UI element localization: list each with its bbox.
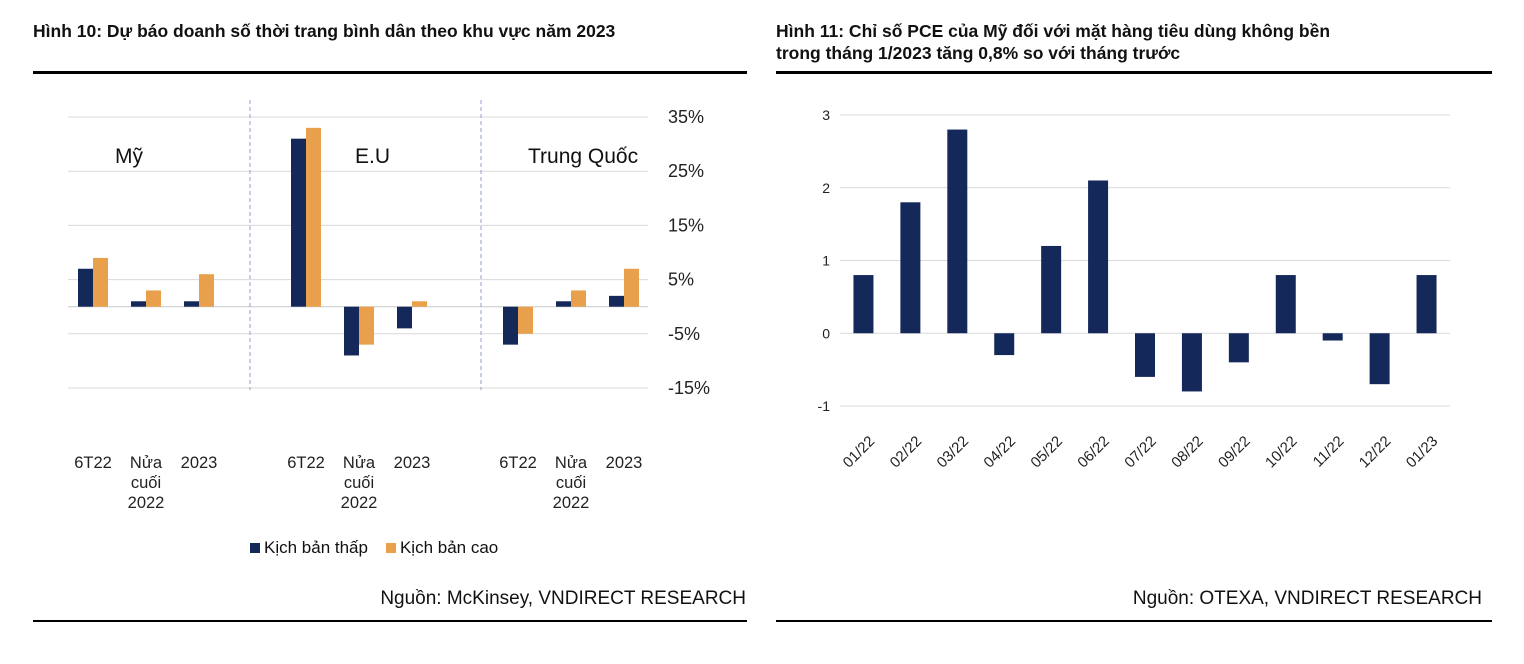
figure-10-title: Hình 10: Dự báo doanh số thời trang bình… [33, 21, 616, 41]
x-tick-label: 09/22 [1215, 433, 1254, 472]
bar-low-eu-0 [291, 138, 306, 307]
bar-high-trungquc-1 [571, 290, 586, 307]
figure-11-top-rule [776, 71, 1492, 74]
bar-high-trungquc-2 [624, 268, 639, 307]
figure-10-chart: 35% 25% 15% 5% -5% -15% Mỹ 6T22 Nửa cuối 2022 2023 E… [68, 100, 710, 512]
x-category-label: Nửa [343, 454, 376, 472]
x-tick-label: 10/22 [1262, 433, 1301, 472]
x-tick-label: 12/22 [1356, 433, 1395, 472]
bar-1 [900, 202, 921, 334]
legend-swatch-low [250, 543, 260, 553]
y-tick-label: -1 [818, 398, 831, 414]
x-category-label: 6T22 [74, 454, 112, 472]
x-tick-label: 08/22 [1168, 433, 1207, 472]
bar-3 [994, 333, 1015, 356]
y-tick-label: -5% [668, 324, 700, 344]
x-tick-label: 11/22 [1310, 433, 1348, 471]
bar-high-m-1 [146, 290, 161, 307]
bar-2 [947, 129, 968, 334]
x-category-label: 2022 [128, 494, 165, 512]
figure-10-source: Nguồn: McKinsey, VNDIRECT RESEARCH [380, 588, 746, 609]
bar-high-m-0 [93, 257, 108, 307]
y-tick-label: 25% [668, 161, 704, 181]
bar-high-trungquc-0 [518, 306, 533, 334]
x-tick-label: 04/22 [980, 433, 1019, 472]
y-tick-label: 1 [822, 253, 830, 269]
legend-swatch-high [385, 543, 396, 553]
legend-item-high: Kịch bản cao [385, 538, 499, 558]
y-tick-label: 5% [668, 270, 694, 290]
bar-12 [1416, 275, 1437, 334]
bar-9 [1275, 275, 1296, 334]
bar-low-m-0 [78, 268, 93, 307]
x-tick-label: 02/22 [887, 433, 926, 472]
y-tick-label: 0 [822, 325, 830, 341]
x-category-label: Nửa [555, 454, 588, 472]
figure-11-panel: Hình 11: Chỉ số PCE của Mỹ đối với mặt h… [760, 0, 1524, 664]
bar-5 [1088, 180, 1109, 334]
region-label: E.U [355, 145, 390, 168]
region-label: Trung Quốc [528, 145, 638, 168]
bar-low-eu-2 [397, 306, 412, 329]
figure-11-source: Nguồn: OTEXA, VNDIRECT RESEARCH [1132, 588, 1482, 609]
figure-10-bottom-rule [33, 620, 747, 622]
bar-6 [1135, 333, 1155, 377]
bar-low-m-2 [184, 301, 199, 307]
x-tick-label: 06/22 [1074, 433, 1113, 472]
bar-low-trungquc-2 [609, 295, 624, 307]
y-tick-label: 2 [822, 180, 830, 196]
bar-low-m-1 [131, 301, 146, 307]
bar-low-trungquc-1 [556, 301, 571, 307]
figure-10-top-rule [33, 71, 747, 74]
legend-label-high: Kịch bản cao [399, 538, 499, 557]
figure-11-title-line1: Hình 11: Chỉ số PCE của Mỹ đối với mặt h… [776, 21, 1331, 41]
legend-label-low: Kịch bản thấp [264, 538, 368, 557]
figure-10-panel: Hình 10: Dự báo doanh số thời trang bình… [0, 0, 760, 664]
bar-high-eu-1 [359, 306, 374, 345]
figure-11-title: Hình 11: Chỉ số PCE của Mỹ đối với mặt h… [776, 20, 1516, 64]
x-category-label: 2023 [606, 454, 643, 472]
x-category-label: 2022 [553, 494, 590, 512]
bar-11 [1369, 333, 1390, 385]
bar-high-eu-0 [306, 127, 321, 307]
bar-high-m-2 [199, 274, 214, 307]
x-tick-label: 03/22 [934, 433, 973, 472]
x-category-label: 6T22 [287, 454, 325, 472]
y-tick-label: 15% [668, 215, 704, 235]
x-category-label: 2022 [341, 494, 378, 512]
x-category-label: cuối [556, 474, 586, 492]
y-tick-label: 3 [822, 107, 830, 123]
figure-10-legend: Kịch bản thấp Kịch bản cao [250, 538, 498, 558]
x-category-label: 2023 [181, 454, 218, 472]
bar-0 [853, 275, 874, 334]
x-tick-label: 01/23 [1403, 433, 1442, 472]
bar-low-trungquc-0 [503, 306, 518, 345]
x-category-label: 2023 [394, 454, 431, 472]
x-category-label: 6T22 [499, 454, 537, 472]
bar-high-eu-2 [412, 301, 427, 307]
bar-7 [1181, 333, 1202, 392]
x-tick-label: 01/22 [840, 433, 879, 472]
legend-item-low: Kịch bản thấp [250, 538, 368, 558]
bar-10 [1322, 333, 1343, 341]
x-category-label: cuối [344, 474, 374, 492]
region-label: Mỹ [115, 145, 143, 168]
figure-11-chart: 3 2 1 0 -1 01/22 02/22 03/22 04/22 05/22 06/22 07/2… [818, 107, 1450, 472]
bar-low-eu-1 [344, 306, 359, 356]
x-category-label: cuối [131, 474, 161, 492]
y-tick-label: 35% [668, 107, 704, 127]
x-tick-label: 05/22 [1027, 433, 1066, 472]
figure-11-title-line2: trong tháng 1/2023 tăng 0,8% so với thán… [776, 43, 1181, 63]
y-tick-label: -15% [668, 378, 710, 398]
bar-4 [1041, 245, 1062, 334]
figure-11-bottom-rule [776, 620, 1492, 622]
bar-8 [1228, 333, 1249, 363]
x-category-label: Nửa [130, 454, 163, 472]
x-tick-label: 07/22 [1121, 433, 1160, 472]
